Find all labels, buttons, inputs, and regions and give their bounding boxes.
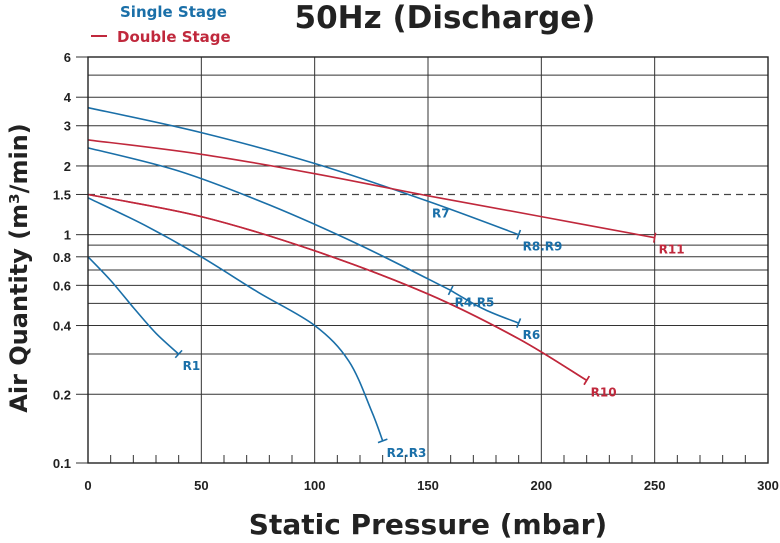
legend: Single Stage Double Stage — [91, 3, 231, 46]
y-tick-label: 0.2 — [53, 387, 71, 402]
series-line-r2-r3 — [87, 197, 384, 442]
curve-label-r4-r5: R4.R5 — [455, 295, 495, 309]
y-tick-label: 1 — [64, 228, 71, 243]
series-endcap-r2-r3 — [377, 438, 388, 444]
x-tick-label: 300 — [757, 478, 779, 493]
x-tick-label: 150 — [417, 478, 439, 493]
curve-label-r2-r3: R2.R3 — [387, 446, 427, 460]
x-tick-label: 100 — [304, 478, 326, 493]
y-tick-label: 0.1 — [53, 456, 71, 471]
x-axis-title: Static Pressure (mbar) — [249, 508, 607, 541]
grid-layer — [88, 57, 768, 463]
label-layer: R1 R2.R3 R4.R5 R6 R7 R8.R9 R10 R11 — [183, 206, 685, 460]
series-endcap-r1 — [174, 349, 183, 359]
y-tick-label: 1.5 — [53, 187, 71, 202]
series-line-r4-r5 — [87, 147, 452, 292]
curve-label-r8-r9: R8.R9 — [523, 240, 563, 254]
series-endcap-r8-r9 — [516, 229, 522, 240]
series-endcap-r11 — [652, 232, 657, 243]
y-tick-label: 2 — [64, 159, 71, 174]
series-endcap-r10 — [583, 375, 590, 386]
series-line-r6 — [450, 289, 519, 324]
x-tick-label: 50 — [194, 478, 208, 493]
series-endcap-r4-r5 — [447, 285, 454, 296]
y-tick-label: 3 — [64, 119, 71, 134]
curve-label-r7: R7 — [432, 206, 450, 220]
series-line-r11 — [87, 139, 655, 239]
series-layer — [87, 106, 657, 444]
y-axis-title: Air Quantity (m³/min) — [5, 123, 33, 412]
y-tick-label: 4 — [64, 90, 72, 105]
legend-label-double-stage: Double Stage — [117, 28, 231, 46]
curve-label-r6: R6 — [523, 328, 541, 342]
x-tick-label: 0 — [84, 478, 91, 493]
y-tick-label: 0.6 — [53, 278, 71, 293]
series-line-r1 — [87, 256, 180, 355]
curve-label-r11: R11 — [659, 243, 685, 257]
x-tick-label: 200 — [530, 478, 552, 493]
series-endcap-r6 — [516, 318, 522, 329]
y-tick-label: 0.8 — [53, 250, 71, 265]
curve-label-r1: R1 — [183, 359, 201, 373]
chart-title: 50Hz (Discharge) — [295, 0, 596, 36]
y-tick-label: 6 — [64, 50, 71, 65]
axis-layer: 0 50 100 150 200 250 300 0.1 0.2 0.4 0.6 0.8 1 1.5 2 3 4… — [53, 50, 779, 493]
y-tick-label: 0.4 — [53, 319, 72, 334]
plot-frame — [87, 56, 769, 464]
series-line-r10 — [87, 193, 588, 382]
x-tick-label: 250 — [644, 478, 666, 493]
curve-label-r10: R10 — [591, 385, 617, 399]
legend-label-single-stage: Single Stage — [120, 3, 227, 21]
series-line-r8-r9 — [87, 106, 519, 236]
